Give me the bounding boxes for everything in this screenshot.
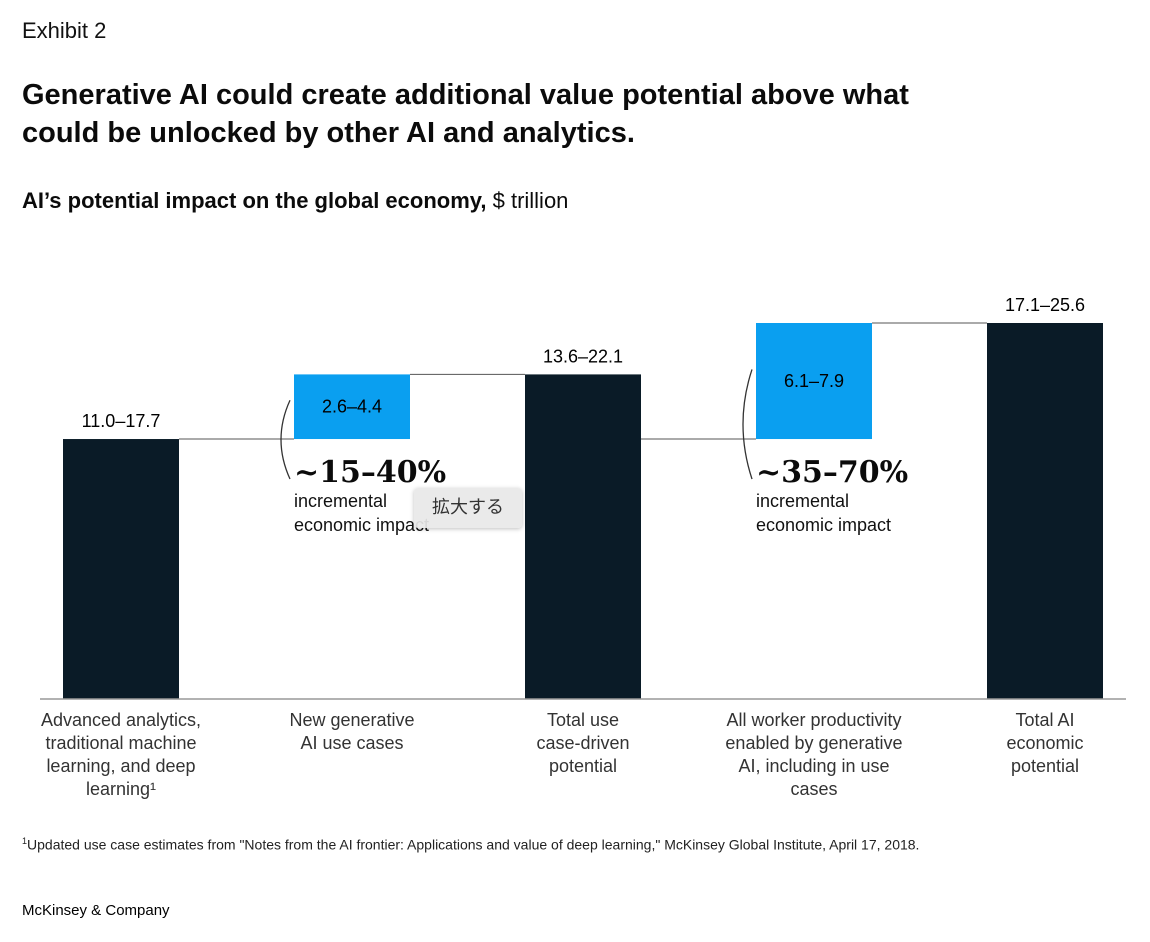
bracket-icon	[742, 369, 753, 480]
chart-subtitle: AI’s potential impact on the global econ…	[22, 188, 568, 214]
exhibit-label: Exhibit 2	[22, 18, 107, 43]
bar-value-label: 11.0–17.7	[82, 411, 161, 431]
footnote-text: Updated use case estimates from "Notes f…	[27, 836, 920, 853]
bar-3	[756, 323, 872, 440]
category-label: learning¹	[86, 779, 156, 799]
category-label: AI, including in use	[738, 756, 889, 776]
bar-value-label: 6.1–7.9	[784, 371, 844, 391]
category-label: potential	[1011, 756, 1079, 776]
category-label: AI use cases	[300, 733, 403, 753]
category-label: learning, and deep	[46, 756, 195, 776]
impact-caption: economic impact	[756, 515, 891, 535]
category-label: economic	[1006, 733, 1083, 753]
impact-caption: economic impact	[294, 515, 429, 535]
category-label: cases	[790, 779, 837, 799]
waterfall-chart: 11.0–17.7 2.6–4.4 13.6–22.1 6.1–7.9 17.1–25.…	[40, 295, 1126, 799]
category-label: case-driven	[536, 733, 629, 753]
impact-percent: ~35–70%	[756, 455, 908, 490]
bar-2	[525, 374, 641, 699]
footnote: 1Updated use case estimates from "Notes …	[22, 836, 919, 853]
chart-title: Generative AI could create additional va…	[22, 79, 909, 149]
bracket-icon	[280, 399, 291, 480]
category-label: All worker productivity	[726, 710, 901, 730]
subtitle-main: AI’s potential impact on the global econ…	[22, 188, 487, 213]
brand-logo-text: McKinsey & Company	[22, 902, 170, 919]
bar-4	[987, 323, 1103, 699]
subtitle-unit: $ trillion	[486, 188, 569, 213]
category-label: potential	[549, 756, 617, 776]
category-label: Advanced analytics,	[41, 710, 201, 730]
bar-value-label: 2.6–4.4	[322, 397, 382, 417]
category-label: traditional machine	[45, 733, 196, 753]
impact-caption: incremental	[756, 491, 849, 511]
category-label: Total use	[547, 710, 619, 730]
impact-percent: ~15–40%	[294, 455, 446, 490]
bar-value-label: 17.1–25.6	[1005, 295, 1085, 315]
category-label: Total AI	[1015, 710, 1074, 730]
category-label: enabled by generative	[725, 733, 902, 753]
footnote-marker: 1	[22, 836, 28, 846]
bar-0	[63, 439, 179, 699]
bar-1	[294, 374, 410, 440]
bar-value-label: 13.6–22.1	[543, 346, 623, 366]
zoom-tooltip[interactable]: 拡大する	[414, 488, 522, 528]
category-label: New generative	[289, 710, 414, 730]
impact-caption: incremental	[294, 491, 387, 511]
